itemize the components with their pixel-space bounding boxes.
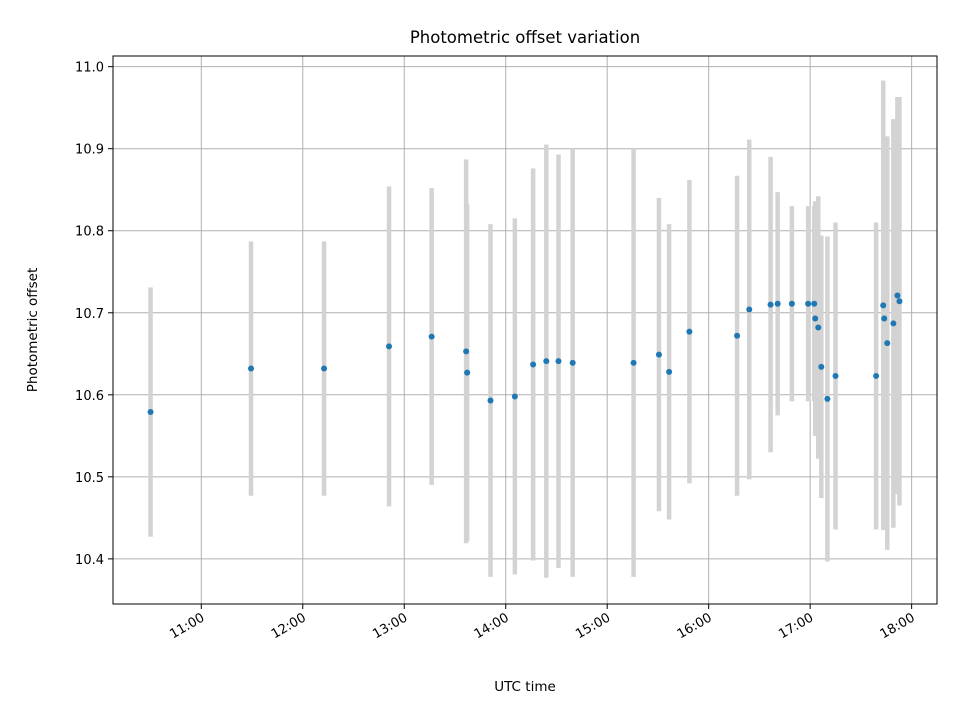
x-tick-label: 12:00 [269,610,309,642]
y-axis-ticks: 10.4 10.5 10.6 10.7 10.8 10.9 11.0 [75,61,113,568]
data-point [815,324,822,331]
data-points [147,292,903,416]
y-tick-label: 10.8 [75,225,104,240]
data-point [464,369,471,376]
data-point [555,358,562,365]
data-point [321,365,328,372]
x-tick-label: 11:00 [167,610,207,642]
data-point [884,340,891,347]
data-point [881,315,888,322]
data-point [774,300,781,307]
y-tick-label: 10.4 [75,553,104,568]
x-tick-label: 16:00 [675,610,715,642]
data-point [734,332,741,339]
data-point [873,372,880,379]
data-point [530,361,537,368]
y-tick-label: 10.5 [75,471,104,486]
data-point [894,292,901,299]
data-point [812,315,819,322]
y-tick-label: 10.9 [75,143,104,158]
data-point [543,358,550,365]
x-tick-label: 18:00 [878,610,918,642]
data-point [511,393,518,400]
data-point [487,397,494,404]
data-point [463,348,470,355]
x-axis-ticks: 11:00 12:00 13:00 14:00 15:00 16:00 17:00 18:00 [167,604,918,642]
data-point [686,328,693,335]
data-point [428,333,435,340]
data-point [818,363,825,370]
data-point [746,306,753,313]
data-point [569,359,576,366]
data-point [824,395,831,402]
data-point [805,300,812,307]
data-point [832,372,839,379]
y-tick-label: 11.0 [75,61,104,76]
y-tick-label: 10.7 [75,307,104,322]
data-point [767,301,774,308]
x-tick-label: 17:00 [776,610,816,642]
chart-title: Photometric offset variation [410,28,640,47]
data-point [811,300,818,307]
x-tick-label: 15:00 [573,610,613,642]
x-tick-label: 14:00 [472,610,512,642]
data-point [788,300,795,307]
error-bars [148,80,902,578]
data-point [630,359,637,366]
plot-frame [112,55,938,605]
data-point [248,365,255,372]
data-point [890,320,897,327]
x-tick-label: 13:00 [370,610,410,642]
x-axis-label: UTC time [494,679,556,695]
y-tick-label: 10.6 [75,389,104,404]
data-point [666,368,673,375]
data-point [386,343,393,350]
y-axis-label: Photometric offset [25,268,41,392]
data-point [147,409,154,416]
data-point [880,302,887,309]
data-point [896,298,903,305]
data-point [655,351,662,358]
